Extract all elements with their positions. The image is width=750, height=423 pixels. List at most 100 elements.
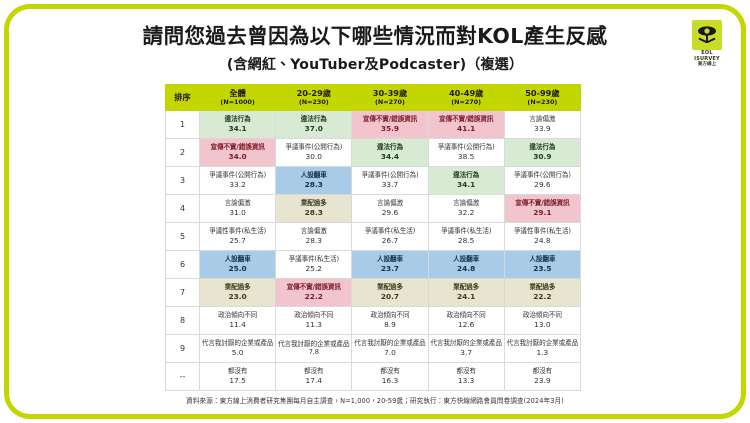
cell-label: 都沒有 <box>304 367 324 376</box>
table-cell: 政治傾向不同 13.0 <box>503 305 582 335</box>
cell-value: 8.9 <box>384 319 396 329</box>
column-header-age-20-29: 20-29歲 (N=230) <box>275 84 353 111</box>
cell-value: 24.8 <box>457 263 476 273</box>
table-cell: 宣傳不實/錯誤資訊 41.1 <box>427 109 505 139</box>
table-cell: 爭議事件(公開行為) 38.5 <box>427 137 505 167</box>
table-cell: 都沒有 23.9 <box>503 361 582 391</box>
table-cell: 違法行為 37.0 <box>275 109 353 139</box>
column-header-age-30-39-n: (N=270) <box>375 98 405 107</box>
cell-value: 12.6 <box>457 319 475 329</box>
table-cell: 言論偏激 33.9 <box>503 109 582 139</box>
cell-value: 23.7 <box>380 263 400 273</box>
table-row: 5 爭議性事件(私生活) 25.7 言論偏激 28.3 爭議事件(私生活) 26.7 爭議事件… <box>165 221 582 251</box>
cell-value: 33.7 <box>381 179 399 189</box>
logo-text-eol: EOL <box>701 50 713 56</box>
table-row: 9 代言我討厭的企業或產品 5.0 代言我討厭的企業或產品7.8 代言我討厭的企業或產品… <box>165 333 582 363</box>
cell-label: 違法行為 <box>224 115 251 124</box>
cell-value: 33.9 <box>534 123 551 133</box>
table-row-rank: 3 <box>165 165 200 195</box>
title-block: 請問您過去曾因為以下哪些情況而對KOL產生反感 (含網紅、YouTuber及Po… <box>0 24 750 74</box>
table-cell: 爭議事件(私生活) 26.7 <box>351 221 429 251</box>
table-cell: 宣傳不實/錯誤資訊 29.1 <box>503 193 582 223</box>
table-cell: 違法行為 30.9 <box>503 137 582 167</box>
page-title: 請問您過去曾因為以下哪些情況而對KOL產生反感 <box>142 24 608 48</box>
table-cell: 業配過多 28.3 <box>275 193 353 223</box>
table-cell: 政治傾向不同 11.3 <box>275 305 353 335</box>
table-cell: 違法行為 34.1 <box>427 165 505 195</box>
cell-value: 24.1 <box>457 291 476 301</box>
cell-value: 17.4 <box>305 375 323 385</box>
table-cell: 代言我討厭的企業或產品 5.0 <box>198 333 277 363</box>
table-cell: 政治傾向不同 8.9 <box>351 305 429 335</box>
cell-value: 1.3 <box>536 347 549 357</box>
column-header-age-40-49-n: (N=270) <box>451 98 482 107</box>
table-cell: 爭議事件(公開行為) 30.0 <box>275 137 353 167</box>
cell-value: 7.0 <box>384 347 396 357</box>
ranking-table: 排序 全體 (N=1000) 20-29歲 (N=230) 30-39歲 (N=… <box>165 84 582 391</box>
cell-label: 代言我討厭的企業或產品7.8 <box>278 340 350 357</box>
eol-logo-mark-icon <box>692 20 722 50</box>
cell-value: 22.2 <box>304 291 323 301</box>
table-cell: 爭議性事件(私生活) 25.7 <box>198 221 277 251</box>
logo-text-chinese: 東方線上 <box>697 62 717 67</box>
cell-label: 都沒有 <box>532 367 553 376</box>
cell-label: 宣傳不實/錯誤資訊 <box>362 115 418 124</box>
cell-label: 言論偏激 <box>453 199 480 208</box>
table-cell: 言論偏激 28.3 <box>275 221 353 251</box>
table-cell: 爭議事件(公開行為) 29.6 <box>503 165 582 195</box>
cell-label: 言論偏激 <box>224 199 251 208</box>
cell-label: 代言我討厭的企業或產品 <box>354 339 426 348</box>
cell-label: 爭議事件(私生活) <box>364 227 416 236</box>
table-cell: 宣傳不實/錯誤資訊 34.0 <box>198 137 277 167</box>
table-row: 2 宣傳不實/錯誤資訊 34.0 爭議事件(公開行為) 30.0 違法行為 34.4 爭議事件… <box>165 137 582 167</box>
column-header-total-n: (N=1000) <box>220 98 255 107</box>
cell-label: 代言我討厭的企業或產品 <box>430 339 502 348</box>
cell-label: 人設翻車 <box>300 171 327 180</box>
cell-value: 28.3 <box>305 235 323 245</box>
cell-label: 業配過多 <box>453 283 480 292</box>
cell-label: 爭議事件(公開行為) <box>513 171 571 180</box>
table-cell: 爭議事件(公開行為) 33.7 <box>351 165 429 195</box>
cell-value: 33.2 <box>229 179 246 189</box>
table-row-rank: 7 <box>165 277 200 307</box>
table-cell: 宣傳不實/錯誤資訊 35.9 <box>351 109 429 139</box>
table-cell: 代言我討厭的企業或產品7.8 <box>275 333 353 363</box>
table-cell: 違法行為 34.4 <box>351 137 429 167</box>
cell-value: 28.3 <box>304 207 323 217</box>
cell-value: 26.7 <box>381 235 399 245</box>
cell-value: 11.3 <box>305 319 323 329</box>
cell-value: 31.0 <box>229 207 246 217</box>
cell-value: 23.0 <box>228 291 247 301</box>
column-header-age-50-99: 50-99歲 (N=230) <box>503 84 582 111</box>
cell-value: 5.0 <box>231 347 244 357</box>
cell-value: 32.2 <box>457 207 475 217</box>
source-footnote: 資料來源：東方線上消費者研究集團每月自主調查，N=1,000，20-59歲；研究… <box>186 397 564 405</box>
table-row: -- 都沒有 17.5 都沒有 17.4 都沒有 16.3 都沒有 13.3 都沒有 23.9 <box>165 361 582 391</box>
table-cell: 人設翻車 25.0 <box>198 249 277 279</box>
cell-label: 代言我討厭的企業或產品 <box>201 339 274 348</box>
table-cell: 言論偏激 32.2 <box>427 193 505 223</box>
cell-label: 違法行為 <box>453 171 480 180</box>
table-cell: 人設翻車 23.7 <box>351 249 429 279</box>
cell-label: 代言我討厭的企業或產品 <box>506 339 579 348</box>
cell-label: 人設翻車 <box>376 255 403 264</box>
table-row: 3 爭議事件(公開行為) 33.2 人設翻車 28.3 爭議事件(公開行為) 33.7 違法行… <box>165 165 582 195</box>
cell-label: 爭議事件(私生活) <box>440 227 492 236</box>
column-header-age-30-39-label: 30-39歲 <box>372 88 408 98</box>
cell-label: 宣傳不實/錯誤資訊 <box>210 143 265 152</box>
table-row-rank: -- <box>165 361 200 391</box>
table-row: 1 違法行為 34.1 違法行為 37.0 宣傳不實/錯誤資訊 35.9 宣傳不實/錯誤資訊 4… <box>165 109 582 139</box>
column-header-age-30-39: 30-39歲 (N=270) <box>351 84 429 111</box>
cell-value: 13.0 <box>534 319 551 329</box>
column-header-rank-label: 排序 <box>174 92 191 103</box>
column-header-age-40-49-label: 40-49歲 <box>448 88 484 98</box>
cell-value: 30.0 <box>305 151 323 161</box>
table-row-rank: 5 <box>165 221 200 251</box>
table-cell: 爭議事件(私生活) 28.5 <box>427 221 505 251</box>
cell-value: 13.3 <box>457 375 475 385</box>
cell-value: 34.4 <box>380 151 400 161</box>
table-cell: 代言我討厭的企業或產品 7.0 <box>351 333 429 363</box>
cell-label: 爭議事件(公開行為) <box>437 143 495 152</box>
cell-label: 政治傾向不同 <box>294 311 334 320</box>
